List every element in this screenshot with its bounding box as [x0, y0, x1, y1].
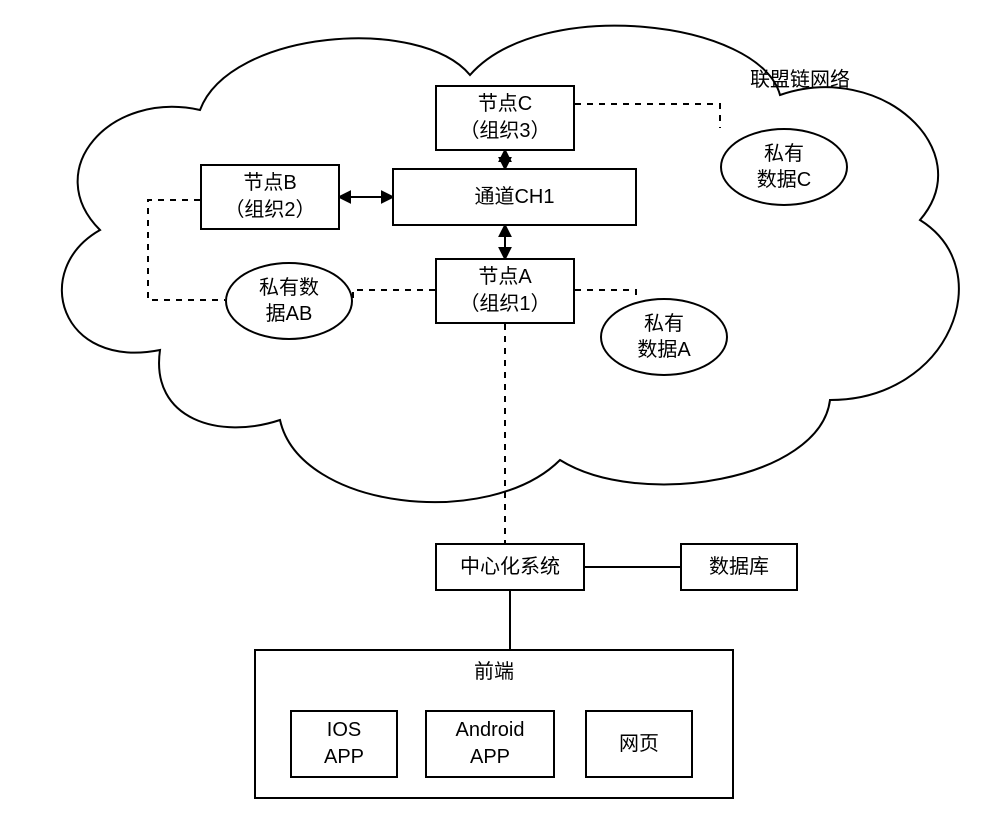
- node-a-line2: （组织1）: [459, 293, 550, 315]
- android-line2: APP: [470, 746, 510, 768]
- android-app: Android APP: [425, 710, 555, 778]
- central-label: 中心化系统: [460, 554, 560, 581]
- node-b-line1: 节点B: [243, 172, 296, 194]
- database: 数据库: [680, 543, 798, 591]
- node-b-line2: （组织2）: [224, 199, 315, 221]
- ios-app: IOS APP: [290, 710, 398, 778]
- node-b: 节点B （组织2）: [200, 164, 340, 230]
- web-label: 网页: [619, 731, 659, 758]
- frontend-label: 前端: [474, 659, 514, 686]
- priv-a-line1: 私有: [644, 313, 684, 335]
- database-label: 数据库: [709, 554, 769, 581]
- priv-c-line1: 私有: [764, 143, 804, 165]
- web-page: 网页: [585, 710, 693, 778]
- node-a: 节点A （组织1）: [435, 258, 575, 324]
- priv-ab-line1: 私有数: [259, 277, 319, 299]
- node-c-line2: （组织3）: [459, 120, 550, 142]
- central-system: 中心化系统: [435, 543, 585, 591]
- ios-line1: IOS: [327, 719, 361, 741]
- priv-a-line2: 数据A: [637, 339, 690, 361]
- priv-c-line2: 数据C: [757, 169, 811, 191]
- diagram-canvas: 联盟链网络 节点C （组织3） 节点B （组织2） 通道CH1 节点A （组织1…: [0, 0, 1000, 836]
- private-data-a: 私有 数据A: [600, 298, 728, 376]
- node-a-line1: 节点A: [478, 266, 531, 288]
- channel-ch1: 通道CH1: [392, 168, 637, 226]
- cloud-label: 联盟链网络: [750, 63, 850, 92]
- node-c-line1: 节点C: [478, 93, 532, 115]
- ios-line2: APP: [324, 746, 364, 768]
- private-data-c: 私有 数据C: [720, 128, 848, 206]
- node-c: 节点C （组织3）: [435, 85, 575, 151]
- priv-ab-line2: 据AB: [266, 303, 313, 325]
- private-data-ab: 私有数 据AB: [225, 262, 353, 340]
- channel-label: 通道CH1: [474, 184, 554, 211]
- android-line1: Android: [456, 719, 525, 741]
